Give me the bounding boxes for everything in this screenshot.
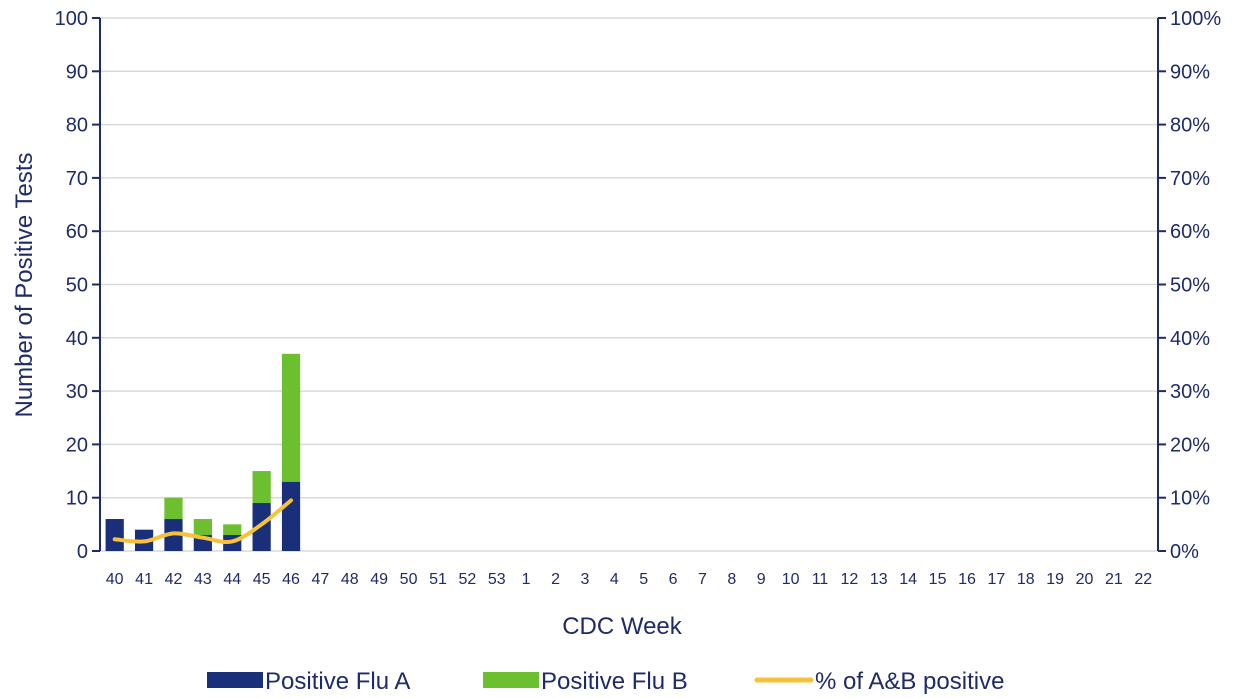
legend-swatch-positive-flu-a [207,672,263,688]
bar-positive-flu-b [164,497,183,520]
y2-tick-label: 90% [1170,61,1210,83]
y-tick-label: 40 [66,328,88,350]
y-tick-label: 30 [66,381,88,403]
percent-positive-line [112,498,294,544]
x-tick-label: 45 [253,571,271,588]
x-tick-label: 8 [727,571,736,588]
x-tick-label: 43 [194,571,212,588]
legend-label--of-a-b-positive: % of A&B positive [815,668,1004,695]
x-tick-label: 42 [165,571,183,588]
x-tick-label: 6 [669,571,678,588]
y-tick-label: 70 [66,168,88,190]
y2-tick-label: 80% [1170,115,1210,137]
bar-positive-flu-b [252,471,271,504]
x-tick-label: 12 [841,571,859,588]
x-tick-label: 9 [757,571,766,588]
bar-positive-flu-a [281,481,301,551]
percent-line-layer [112,498,294,544]
x-tick-label: 15 [929,571,947,588]
x-tick-label: 14 [899,571,917,588]
x-tick-label: 1 [522,571,531,588]
x-tick-label: 5 [639,571,648,588]
x-tick-label: 21 [1105,571,1123,588]
x-tick-label: 2 [551,571,560,588]
y-tick-label: 60 [66,221,88,243]
y-tick-label: 50 [66,275,88,297]
x-tick-label: 18 [1017,571,1035,588]
x-tick-label: 20 [1076,571,1094,588]
x-tick-label: 47 [312,571,330,588]
x-tick-label: 17 [987,571,1005,588]
x-tick-label: 13 [870,571,888,588]
x-tick-label: 53 [488,571,506,588]
bar-positive-flu-a [252,503,271,551]
x-tick-label: 44 [223,571,241,588]
y2-tick-label: 60% [1170,221,1210,243]
y-tick-label: 10 [66,488,88,510]
y2-tick-label: 10% [1170,488,1210,510]
x-tick-label: 7 [698,571,707,588]
axes [92,17,1166,552]
bar-positive-flu-b [193,519,212,536]
x-tick-label: 3 [580,571,589,588]
x-tick-label: 52 [458,571,476,588]
y-tick-label: 90 [66,61,88,83]
bar-positive-flu-b [223,524,242,536]
y-tick-label: 20 [66,434,88,456]
tick-labels: 0 10 20 30 40 50 60 70 80 90 100 0% 10% 20% 30% 40% 50% 6… [55,8,1222,588]
x-tick-label: 49 [370,571,388,588]
y2-tick-label: 40% [1170,328,1210,350]
x-tick-label: 19 [1046,571,1064,588]
x-tick-label: 51 [429,571,447,588]
y2-tick-label: 0% [1170,541,1199,563]
x-tick-label: 41 [135,571,153,588]
y2-tick-label: 70% [1170,168,1210,190]
y-axis-title: Number of Positive Tests [11,153,38,418]
bar-positive-flu-a [105,519,124,551]
legend: Positive Flu A Positive Flu B % of A&B pos… [207,668,1004,695]
bars [105,353,301,551]
y-tick-label: 0 [77,541,88,563]
bar-positive-flu-b [281,353,301,482]
x-tick-label: 16 [958,571,976,588]
y2-tick-label: 100% [1170,8,1221,30]
legend-swatch-positive-flu-b [483,672,539,688]
x-axis-title: CDC Week [562,613,683,640]
y-tick-label: 100 [55,8,88,30]
x-tick-label: 46 [282,571,300,588]
x-tick-label: 48 [341,571,359,588]
x-tick-label: 4 [610,571,619,588]
y2-tick-label: 20% [1170,434,1210,456]
y2-tick-label: 50% [1170,275,1210,297]
y2-tick-label: 30% [1170,381,1210,403]
legend-label-positive-flu-b: Positive Flu B [541,668,688,695]
x-tick-label: 40 [106,571,124,588]
gridlines [100,17,1158,552]
x-tick-label: 10 [782,571,800,588]
y-tick-label: 80 [66,115,88,137]
legend-label-positive-flu-a: Positive Flu A [265,668,410,695]
x-tick-label: 50 [400,571,418,588]
x-tick-label: 11 [812,571,829,588]
x-tick-label: 22 [1134,571,1152,588]
